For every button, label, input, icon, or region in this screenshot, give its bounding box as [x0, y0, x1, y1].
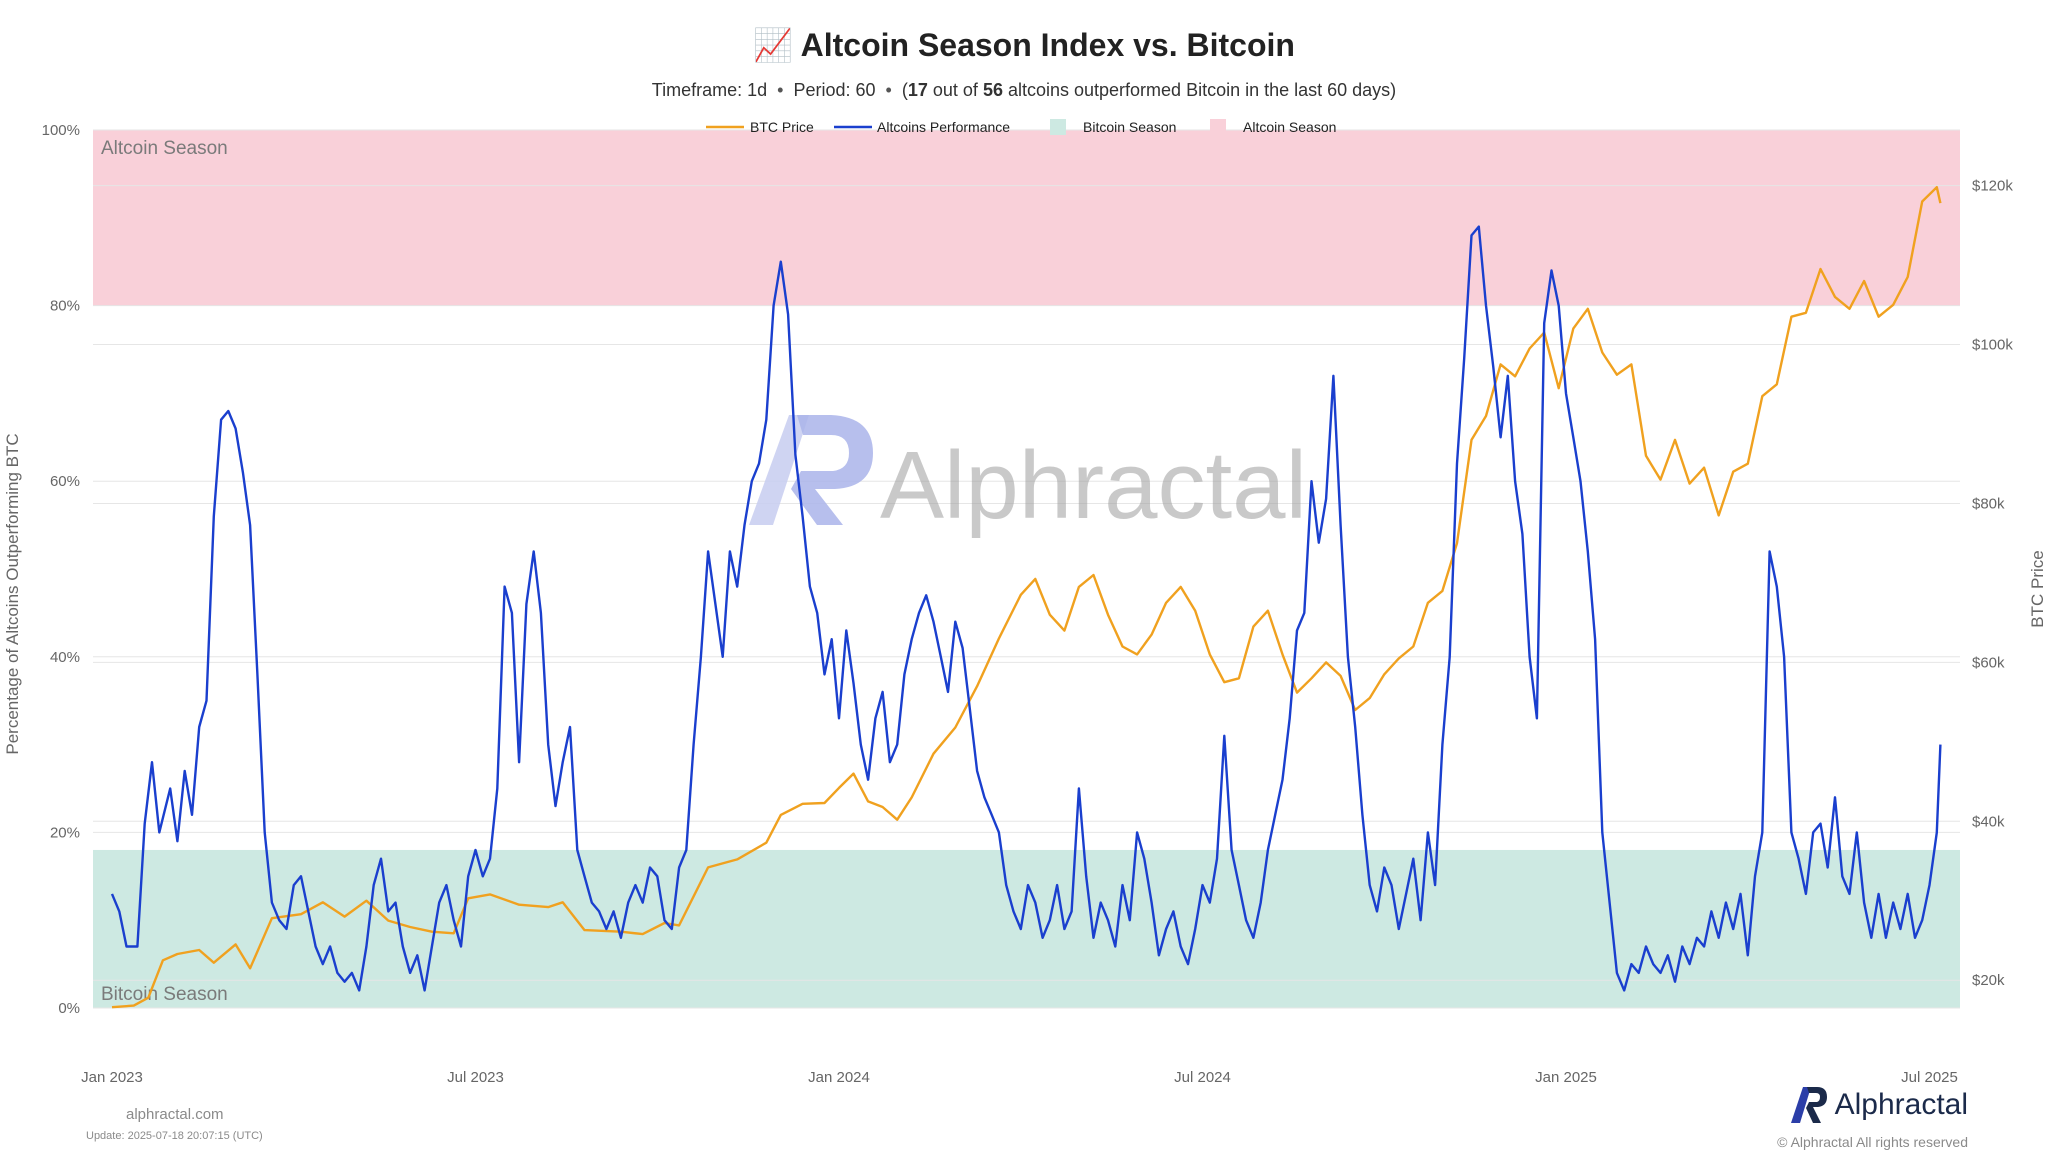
y-left-axis-title: Percentage of Altcoins Outperforming BTC	[3, 433, 22, 754]
series-line-altcoins-performance	[110, 225, 1942, 992]
y-right-axis-title: BTC Price	[2028, 550, 2047, 627]
y-left-tick-label: 40%	[50, 649, 80, 666]
subtitle-separator: •	[777, 80, 784, 100]
legend-label-btc-price[interactable]: BTC Price	[750, 119, 814, 135]
x-tick-label: Jan 2024	[808, 1069, 870, 1086]
subtitle-separator: •	[885, 80, 892, 100]
band-bitcoin-season	[93, 849, 1960, 1008]
y-right-tick-label: $120k	[1972, 178, 2013, 195]
y-right-tick-label: $60k	[1972, 654, 2005, 671]
legend-label-bitcoin-season[interactable]: Bitcoin Season	[1083, 119, 1176, 135]
band-label-bitcoin-season: Bitcoin Season	[101, 984, 228, 1005]
chart-title: 📈 Altcoin Season Index vs. Bitcoin	[753, 27, 1295, 63]
footer-update-time: Update: 2025-07-18 20:07:15 (UTC)	[86, 1130, 263, 1142]
footer-copyright: © Alphractal All rights reserved	[1777, 1134, 1968, 1150]
y-right-tick-label: $20k	[1972, 972, 2005, 989]
chart-subtitle: Timeframe: 1d • Period: 60 • (17 out of 56 a…	[0, 80, 2048, 101]
bands-layer	[93, 130, 1960, 1008]
y-left-tick-label: 80%	[50, 298, 80, 315]
subtitle-period: Period: 60	[793, 80, 876, 100]
band-labels-layer: Altcoin Season Bitcoin Season	[101, 138, 228, 1005]
subtitle-mid: out of	[927, 80, 983, 100]
axes-layer: 0% 20% 40% 60% 80% 100% $20k $40k $60k $80k $100k $…	[3, 122, 2047, 1086]
legend-marker-bitcoin-season[interactable]	[1050, 119, 1066, 135]
subtitle-timeframe: Timeframe: 1d	[651, 80, 768, 100]
y-left-tick-label: 100%	[42, 122, 80, 139]
x-tick-label: Jan 2025	[1535, 1069, 1597, 1086]
x-tick-label: Jul 2025	[1901, 1069, 1958, 1086]
legend-marker-altcoin-season[interactable]	[1210, 119, 1226, 135]
legend[interactable]: BTC Price Altcoins Performance Bitcoin Sea…	[706, 119, 1336, 135]
brand-logo-text: Alphractal	[1834, 1088, 1968, 1121]
legend-label-altcoins-performance[interactable]: Altcoins Performance	[877, 119, 1010, 135]
watermark-logo-icon	[749, 415, 873, 525]
brand-logo-icon	[1790, 1087, 1827, 1123]
lines-layer	[110, 186, 1942, 1009]
watermark: Alphractal	[749, 415, 1307, 539]
legend-label-altcoin-season[interactable]: Altcoin Season	[1243, 119, 1336, 135]
y-right-tick-label: $40k	[1972, 813, 2005, 830]
watermark-text: Alphractal	[880, 432, 1307, 539]
y-right-tick-label: $100k	[1972, 337, 2013, 354]
subtitle-tail: altcoins outperformed Bitcoin in the las…	[1002, 80, 1397, 100]
watermark-logo-stroke-left	[749, 415, 809, 525]
footer-site-link[interactable]: alphractal.com	[126, 1106, 224, 1123]
band-altcoin-season	[93, 130, 1960, 306]
subtitle-total: 56	[982, 80, 1003, 100]
subtitle-count: 17	[907, 80, 928, 100]
x-tick-label: Jan 2023	[81, 1069, 143, 1086]
y-left-tick-label: 0%	[58, 1000, 80, 1017]
y-right-tick-label: $80k	[1972, 495, 2005, 512]
y-left-tick-label: 20%	[50, 824, 80, 841]
series-line-btc-price	[111, 186, 1942, 1009]
x-tick-label: Jul 2024	[1174, 1069, 1231, 1086]
y-left-tick-label: 60%	[50, 473, 80, 490]
band-label-altcoin-season: Altcoin Season	[101, 138, 228, 159]
x-tick-label: Jul 2023	[447, 1069, 504, 1086]
brand-logo: Alphractal	[1789, 1085, 1968, 1125]
grid-layer	[93, 129, 1960, 1009]
watermark-logo-stroke-right	[791, 415, 873, 525]
subtitle-open: (	[901, 80, 908, 100]
